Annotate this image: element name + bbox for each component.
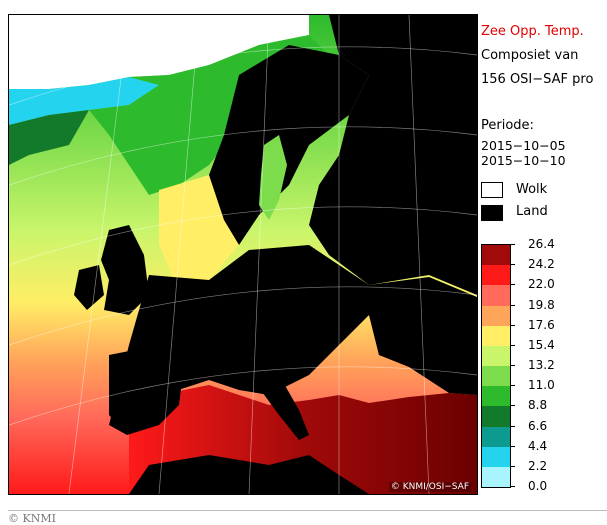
scandinavia-land: [209, 45, 369, 245]
footer-divider: [8, 510, 607, 511]
colorbar-tick: [510, 324, 515, 326]
arctic-cold-water: [9, 77, 159, 125]
colorbar-segment: [482, 285, 510, 306]
colorbar-segment: [482, 245, 510, 266]
great-britain-land: [101, 225, 149, 315]
arctic-cloud: [9, 15, 309, 89]
colorbar-tick: [510, 465, 515, 467]
colorbar-tick: [510, 284, 515, 286]
colorbar-tick: [510, 304, 515, 306]
colorbar-tick-label: 13.2: [528, 358, 555, 372]
legend-subtitle-line2: 156 OSI−SAF pro: [481, 72, 594, 87]
cloud-label: Wolk: [516, 182, 548, 197]
colorbar-tick-label: 19.8: [528, 297, 555, 312]
cloud-swatch: [481, 182, 503, 198]
colorbar-segment: [482, 426, 510, 448]
colorbar-tick-label: 24.2: [528, 257, 555, 272]
colorbar-segment: [482, 305, 510, 327]
iberia-land: [109, 345, 184, 435]
map-credit: © KNMI/OSI−SAF: [388, 482, 471, 492]
land-swatch: [481, 205, 503, 221]
north-africa-land: [129, 455, 369, 494]
colorbar-tick-label: 2.2: [528, 458, 548, 473]
colorbar-tick: [510, 405, 515, 407]
legend-title: Zee Opp. Temp.: [481, 24, 584, 39]
colorbar-tick-label: 4.4: [528, 438, 548, 453]
colorbar-tick: [510, 264, 515, 266]
period-end-date: 2015−10−10: [481, 153, 566, 168]
baltic-sea: [259, 135, 287, 220]
legend-subtitle-line1: Composiet van: [481, 48, 579, 63]
colorbar-tick-label: 17.6: [528, 317, 555, 332]
colorbar-tick-label: 26.4: [528, 237, 555, 251]
continental-europe-land: [109, 245, 477, 435]
colorbar-tick-label: 11.0: [528, 378, 555, 393]
colorbar-tick: [510, 344, 515, 346]
colorbar-tick: [510, 385, 515, 387]
colorbar-segment: [482, 466, 510, 488]
colorbar-segment: [482, 345, 510, 367]
colorbar-segment: [482, 366, 510, 387]
finland-russia-land: [309, 15, 477, 295]
colorbar-segment: [482, 406, 510, 427]
footer-copyright: © KNMI: [8, 512, 56, 525]
colorbar-tick-label: 0.0: [528, 479, 548, 493]
colorbar-segment: [482, 446, 510, 468]
colorbar-tick: [510, 365, 515, 366]
period-start-date: 2015−10−05: [481, 138, 566, 153]
sst-map: © KNMI/OSI−SAF: [8, 14, 478, 495]
colorbar-tick: [510, 445, 515, 447]
colorbar-segment: [482, 265, 510, 286]
colorbar-tick-label: 6.6: [528, 418, 548, 433]
sst-map-graphic: [9, 15, 477, 494]
colorbar-tick-label: 15.4: [528, 337, 555, 352]
temperature-colorbar: [481, 244, 511, 488]
colorbar-segment: [482, 325, 510, 347]
period-label: Periode:: [481, 118, 534, 133]
colorbar-tick-label: 8.8: [528, 398, 548, 413]
colorbar-tick: [510, 425, 515, 427]
italy-land: [257, 355, 309, 440]
colorbar-segment: [482, 386, 510, 407]
colorbar-tick: [510, 486, 515, 487]
cold-patch: [9, 110, 89, 165]
land-label: Land: [516, 204, 548, 219]
colorbar-tick-label: 22.0: [528, 277, 555, 292]
graticule: [9, 15, 477, 494]
colorbar-tick: [510, 244, 515, 245]
